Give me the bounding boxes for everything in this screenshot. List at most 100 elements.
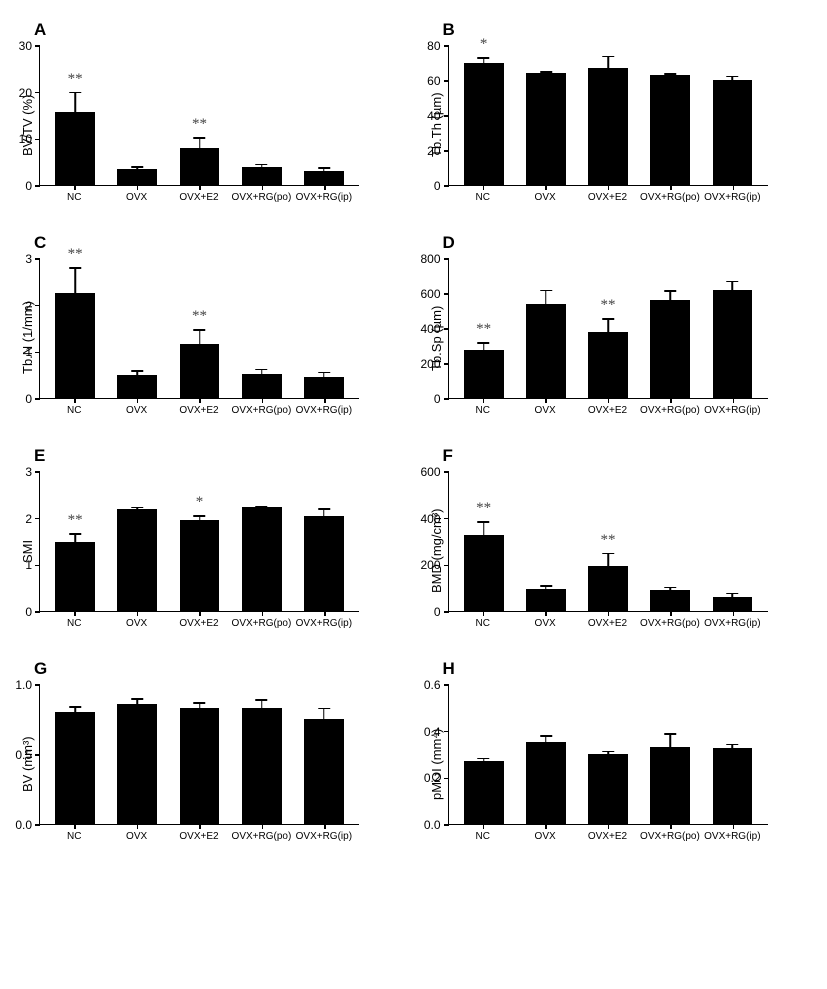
bar-slot <box>106 685 168 824</box>
panel-G: GBV (mm³)0.00.51.0NCOVXOVX+E2OVX+RG(po)O… <box>20 659 399 842</box>
error-cap <box>664 73 676 75</box>
x-label: OVX+E2 <box>576 405 638 416</box>
error-cap <box>256 506 268 508</box>
bars: **** <box>40 259 359 398</box>
significance-marker: * <box>480 36 488 53</box>
error-bar <box>545 290 547 304</box>
y-axis-label: Tb.N (1/mm) <box>20 268 35 408</box>
error-cap <box>478 521 490 523</box>
error-cap <box>318 372 330 374</box>
chart-wrap: Tb.N (1/mm)0123****NCOVXOVX+E2OVX+RG(po)… <box>20 259 399 416</box>
y-tick <box>444 824 449 826</box>
y-tick <box>35 185 40 187</box>
x-tick <box>545 611 547 616</box>
bar-slot <box>231 259 293 398</box>
y-tick-label: 20 <box>427 144 440 158</box>
chart-wrap: BMD (mg/cm³)0200400600****NCOVXOVX+E2OVX… <box>429 472 808 629</box>
bars <box>40 685 359 824</box>
bar-slot <box>231 46 293 185</box>
bars: **** <box>449 259 768 398</box>
panel-label: A <box>34 20 399 40</box>
x-tick <box>199 824 201 829</box>
panel-C: CTb.N (1/mm)0123****NCOVXOVX+E2OVX+RG(po… <box>20 233 399 416</box>
panel-E: ESMI0123***NCOVXOVX+E2OVX+RG(po)OVX+RG(i… <box>20 446 399 629</box>
y-tick-label: 0.0 <box>424 818 441 832</box>
error-cap <box>726 76 738 78</box>
x-label: OVX <box>514 192 576 203</box>
error-bar <box>261 164 263 168</box>
x-label: OVX+RG(po) <box>230 192 292 203</box>
chart-grid: ABV/TV (%)0102030****NCOVXOVX+E2OVX+RG(p… <box>20 20 807 842</box>
x-tick <box>74 824 76 829</box>
x-tick <box>608 824 610 829</box>
bar <box>180 148 220 185</box>
error-cap <box>540 71 552 73</box>
x-label: OVX+RG(po) <box>639 618 701 629</box>
bar <box>464 350 504 398</box>
bar-slot: ** <box>44 259 106 398</box>
bar <box>304 171 344 185</box>
error-bar <box>607 56 609 68</box>
error-bar <box>74 267 76 293</box>
bar <box>117 169 157 185</box>
x-label: OVX <box>514 618 576 629</box>
error-cap <box>131 166 143 168</box>
x-label: OVX+RG(po) <box>230 405 292 416</box>
x-tick <box>670 398 672 403</box>
panel-B: BTb.Th (µm)020406080*NCOVXOVX+E2OVX+RG(p… <box>429 20 808 203</box>
bar <box>650 300 690 398</box>
error-cap <box>318 508 330 510</box>
error-bar <box>199 329 201 344</box>
x-label: OVX <box>105 831 167 842</box>
x-tick <box>733 398 735 403</box>
error-cap <box>131 370 143 372</box>
error-bar <box>607 318 609 332</box>
bar-slot <box>515 259 577 398</box>
y-tick-label: 40 <box>427 109 440 123</box>
x-tick <box>137 185 139 190</box>
bar-slot <box>701 259 763 398</box>
bar <box>588 68 628 185</box>
x-label: OVX+RG(ip) <box>701 192 763 203</box>
x-label: OVX+RG(po) <box>230 618 292 629</box>
bars: **** <box>40 46 359 185</box>
x-tick <box>324 611 326 616</box>
x-labels: NCOVXOVX+E2OVX+RG(po)OVX+RG(ip) <box>448 831 768 842</box>
panel-label: G <box>34 659 399 679</box>
x-labels: NCOVXOVX+E2OVX+RG(po)OVX+RG(ip) <box>39 405 359 416</box>
bar <box>713 748 753 824</box>
x-tick <box>670 824 672 829</box>
x-label: OVX+RG(po) <box>230 831 292 842</box>
y-tick-label: 0 <box>25 392 32 406</box>
y-tick-label: 2 <box>25 299 32 313</box>
x-tick <box>262 398 264 403</box>
error-bar <box>74 92 76 113</box>
bar-slot <box>701 46 763 185</box>
plot: 0123****NCOVXOVX+E2OVX+RG(po)OVX+RG(ip) <box>39 259 359 416</box>
error-bar <box>137 166 139 169</box>
panel-A: ABV/TV (%)0102030****NCOVXOVX+E2OVX+RG(p… <box>20 20 399 203</box>
error-bar <box>545 585 547 589</box>
significance-marker: ** <box>601 297 616 314</box>
error-cap <box>194 137 206 139</box>
y-tick <box>35 824 40 826</box>
y-tick-label: 3 <box>25 252 32 266</box>
x-label: OVX+E2 <box>576 618 638 629</box>
bar-slot <box>106 472 168 611</box>
bar <box>464 63 504 186</box>
bar <box>304 377 344 398</box>
y-tick-label: 10 <box>19 132 32 146</box>
y-tick-label: 0 <box>434 392 441 406</box>
y-tick-label: 2 <box>25 512 32 526</box>
x-label: OVX+E2 <box>576 192 638 203</box>
x-tick <box>483 611 485 616</box>
y-tick-label: 60 <box>427 74 440 88</box>
chart-wrap: Tb.Sp (µm)0200400600800****NCOVXOVX+E2OV… <box>429 259 808 416</box>
y-tick-label: 20 <box>19 86 32 100</box>
panel-H: HpMOI (mm⁴)0.00.20.40.6NCOVXOVX+E2OVX+RG… <box>429 659 808 842</box>
plot-area: 0102030**** <box>39 46 359 186</box>
bar-slot <box>453 685 515 824</box>
bar-slot <box>106 46 168 185</box>
bar <box>242 374 282 398</box>
chart-wrap: Tb.Th (µm)020406080*NCOVXOVX+E2OVX+RG(po… <box>429 46 808 203</box>
